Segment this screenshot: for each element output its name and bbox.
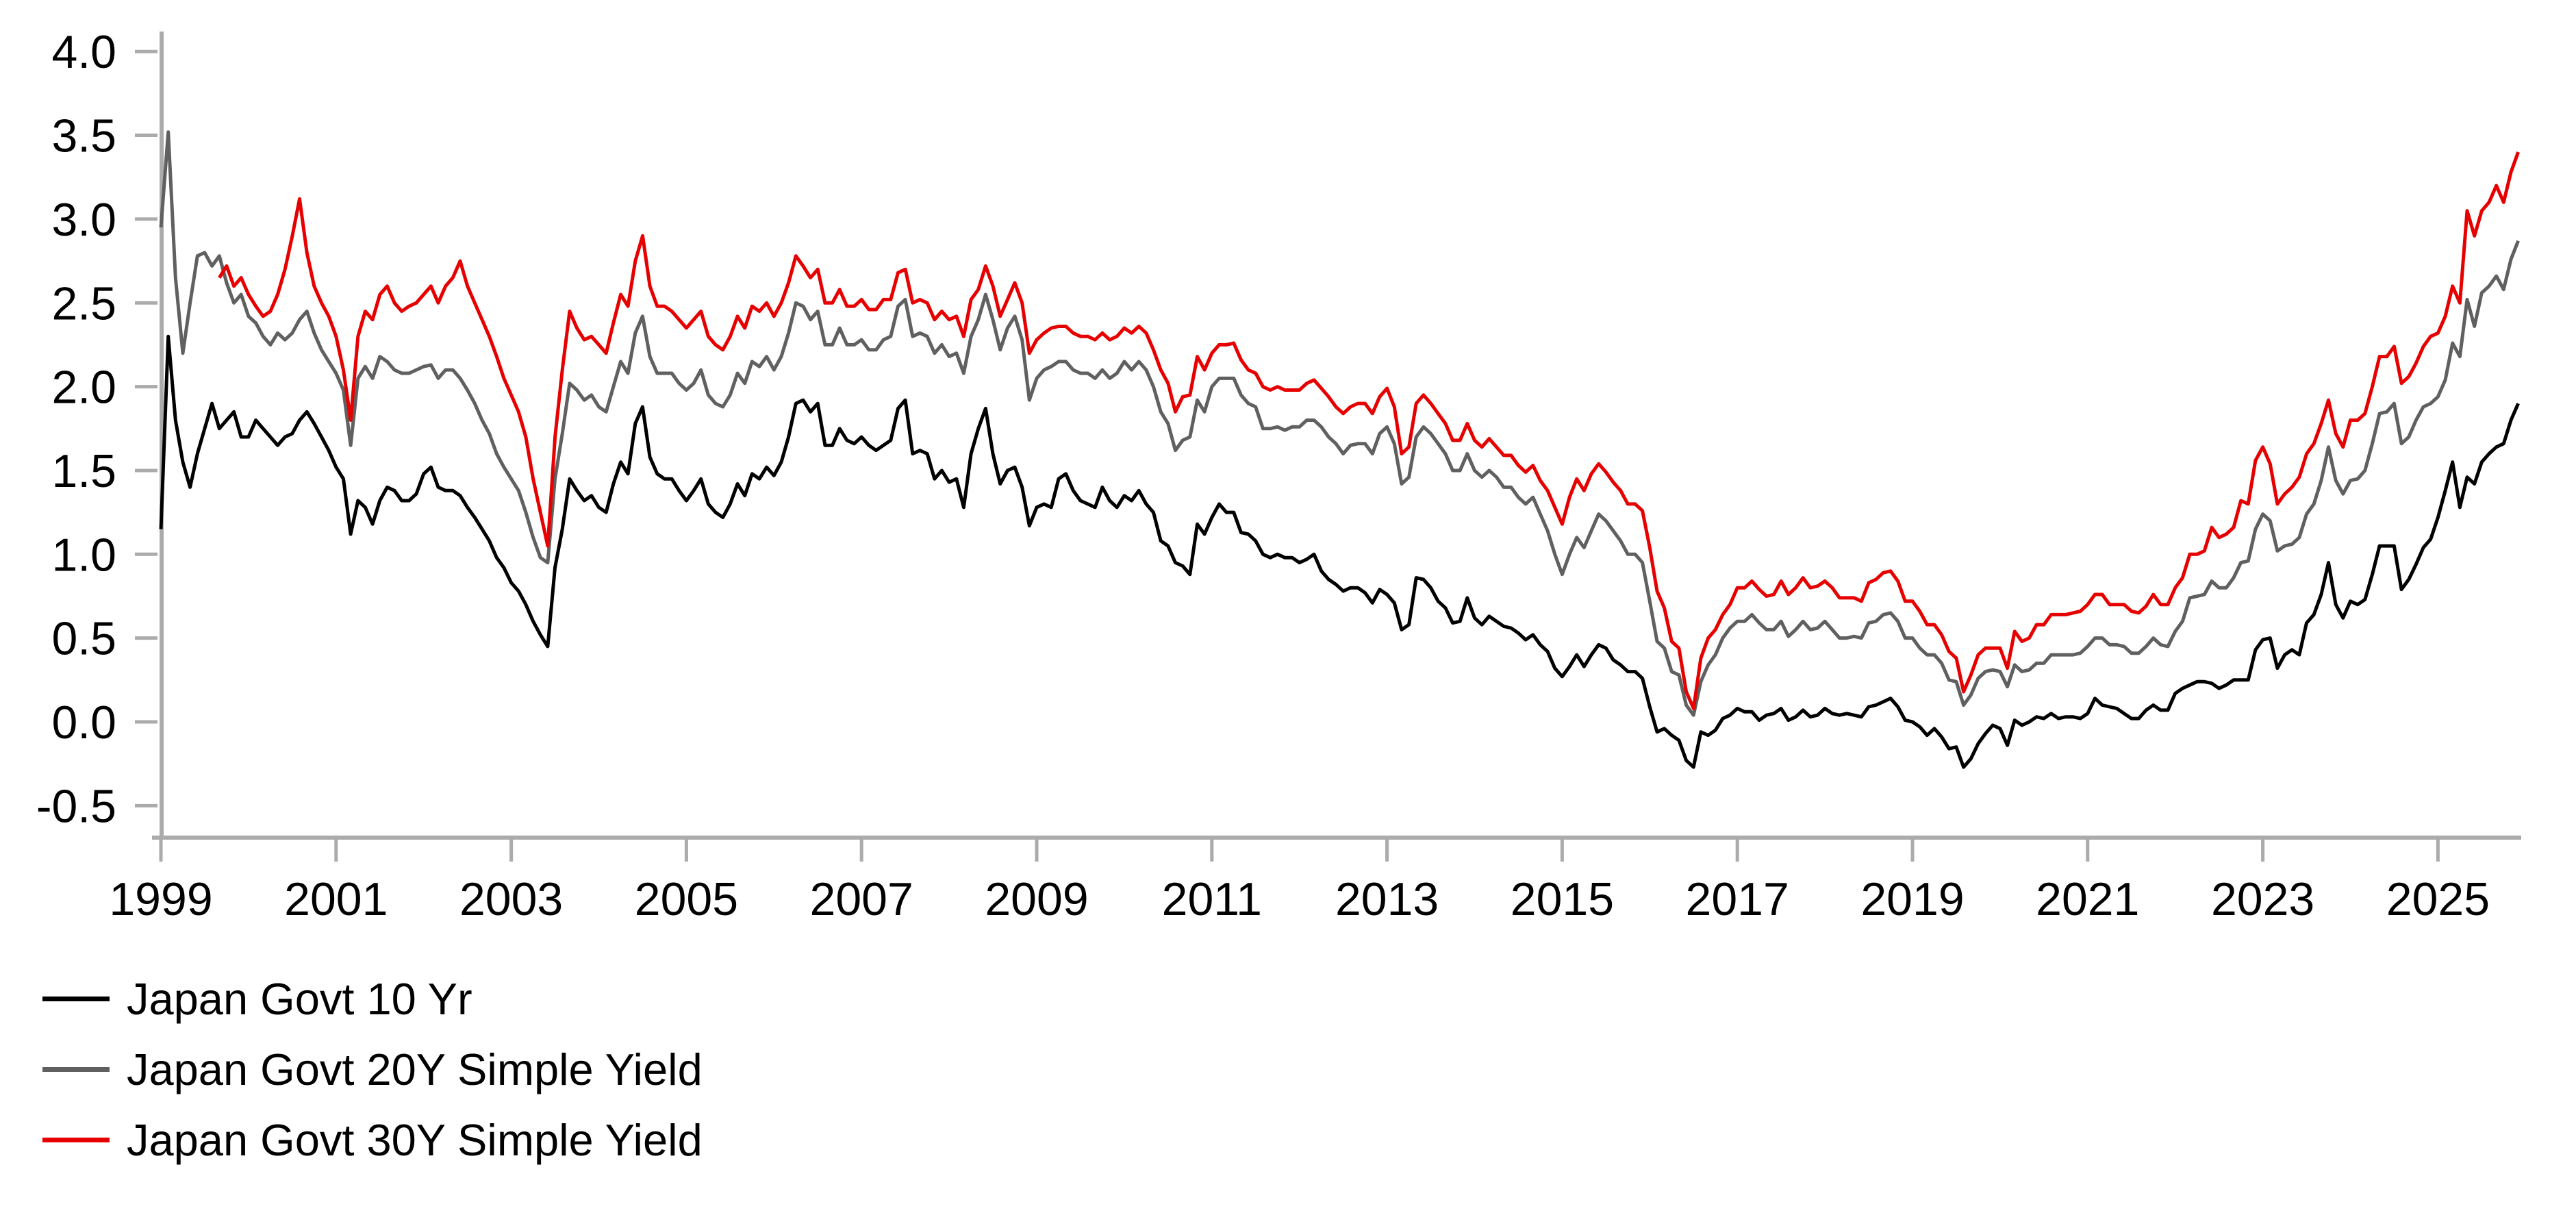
y-tick-label: 0.5 <box>51 613 116 665</box>
x-tick-label: 2017 <box>1686 873 1789 925</box>
y-tick-label: 2.0 <box>51 362 116 414</box>
x-tick-label: 2025 <box>2386 873 2490 925</box>
x-tick-label: 2009 <box>985 873 1088 925</box>
legend-swatch-10yr <box>42 997 110 1001</box>
series-line-0 <box>159 334 2520 769</box>
y-tick-label: 3.0 <box>51 194 116 246</box>
x-tick-label: 2011 <box>1162 873 1262 925</box>
x-tick-label: 2007 <box>810 873 913 925</box>
y-tick-label: 1.5 <box>51 445 116 497</box>
legend-item-20yr: Japan Govt 20Y Simple Yield <box>42 1034 703 1105</box>
x-tick-label: 2021 <box>2036 873 2139 925</box>
x-axis-labels: 1999 2001 2003 2005 2007 2009 2011 2013 2015 2017… <box>109 873 2490 925</box>
series-lines <box>159 130 2520 769</box>
axes <box>152 32 2521 840</box>
legend-label-30yr: Japan Govt 30Y Simple Yield <box>127 1115 703 1165</box>
y-tick-label: -0.5 <box>36 780 116 832</box>
x-tick-label: 2019 <box>1860 873 1964 925</box>
x-tick-label: 2005 <box>635 873 738 925</box>
series-line-1 <box>159 130 2520 717</box>
y-tick-label: 1.0 <box>51 529 116 581</box>
legend-label-20yr: Japan Govt 20Y Simple Yield <box>127 1044 703 1094</box>
legend-label-10yr: Japan Govt 10 Yr <box>127 974 472 1024</box>
x-tick-label: 2001 <box>284 873 388 925</box>
y-tick-label: 4.0 <box>51 26 116 78</box>
x-tick-label: 2023 <box>2211 873 2314 925</box>
x-tick-label: 2013 <box>1335 873 1439 925</box>
y-axis-labels: 4.0 3.5 3.0 2.5 2.0 1.5 1.0 0.5 0.0 -0.5 <box>36 26 116 832</box>
legend-item-30yr: Japan Govt 30Y Simple Yield <box>42 1105 703 1175</box>
legend-swatch-30yr <box>42 1138 110 1142</box>
x-tick-label: 1999 <box>109 873 212 925</box>
y-axis-ticks <box>135 49 157 807</box>
series-line-2 <box>218 151 2520 710</box>
legend-item-10yr: Japan Govt 10 Yr <box>42 964 703 1034</box>
x-tick-label: 2003 <box>459 873 563 925</box>
y-tick-label: 3.5 <box>51 110 116 162</box>
y-tick-label: 2.5 <box>51 277 116 329</box>
legend-swatch-20yr <box>42 1067 110 1072</box>
x-tick-label: 2015 <box>1511 873 1614 925</box>
y-tick-label: 0.0 <box>51 697 116 749</box>
x-axis-ticks <box>159 840 2440 862</box>
legend: Japan Govt 10 Yr Japan Govt 20Y Simple Y… <box>42 964 703 1175</box>
